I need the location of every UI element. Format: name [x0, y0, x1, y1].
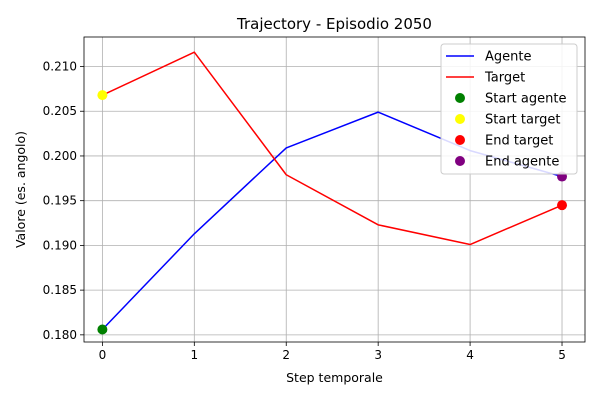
marker-start-agente: [97, 324, 108, 335]
marker-start-target: [97, 90, 108, 101]
plot-frame: [83, 36, 586, 343]
y-tick-label: 0.190: [43, 238, 77, 252]
legend-entry-label: Start agente: [485, 92, 566, 107]
y-axis-label: Valore (es. angolo): [13, 131, 28, 248]
chart-title: Trajectory - Episodio 2050: [236, 15, 432, 33]
y-tick-label: 0.180: [43, 328, 77, 342]
tick-layer: 0 1 2 3 4 5 0.180 0.185 0.190 0.195 0.200 0.205 0.21…: [43, 60, 566, 362]
marker-layer: [97, 90, 568, 335]
legend-box: [440, 43, 578, 175]
x-tick-label: 2: [282, 348, 290, 362]
legend-swatch-dot: [455, 156, 465, 166]
x-tick-label: 0: [99, 348, 107, 362]
legend-swatch-dot: [455, 114, 465, 124]
legend-swatch-dot: [455, 135, 465, 145]
y-tick-label: 0.205: [43, 104, 77, 118]
marker-end-target: [557, 200, 568, 211]
x-tick-label: 5: [558, 348, 566, 362]
legend-entry-label: End target: [485, 134, 553, 149]
y-tick-label: 0.185: [43, 283, 77, 297]
legend-swatch-dot: [455, 93, 465, 103]
legend: Agente Target Start agente Start target End …: [440, 43, 578, 175]
x-tick-label: 1: [190, 348, 198, 362]
x-tick-label: 3: [374, 348, 382, 362]
legend-entry-label: End agente: [485, 155, 559, 170]
legend-entry-label: Start target: [485, 113, 560, 128]
x-axis-label: Step temporale: [286, 370, 383, 385]
legend-entry-label: Agente: [485, 50, 531, 65]
y-tick-label: 0.200: [43, 149, 77, 163]
legend-entry-label: Target: [484, 71, 525, 86]
series-line-target: [102, 51, 563, 246]
y-tick-label: 0.210: [43, 60, 77, 74]
y-tick-label: 0.195: [43, 194, 77, 208]
x-tick-label: 4: [466, 348, 474, 362]
